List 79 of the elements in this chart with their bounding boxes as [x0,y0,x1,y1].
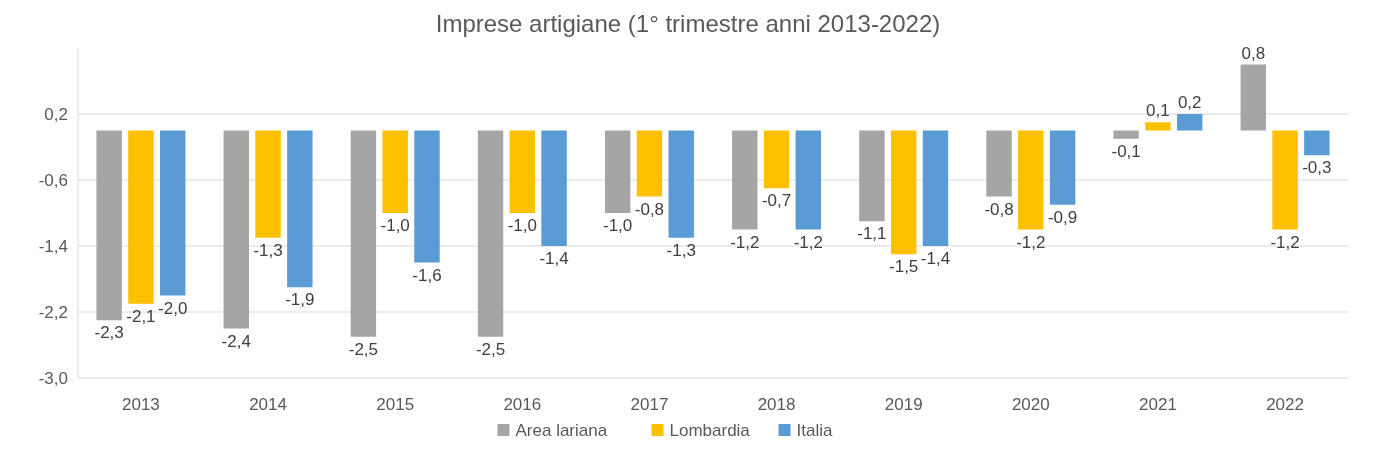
bar [668,130,694,238]
data-label: -0,3 [1302,158,1332,178]
y-tick-label: -2,2 [38,303,68,322]
data-label: 0,8 [1241,43,1266,63]
x-tick-label: 2014 [249,395,287,414]
bar [604,130,631,213]
data-label: -1,2 [1016,232,1046,252]
data-label: -0,7 [761,191,792,211]
bar [1113,130,1139,139]
data-label: -2,1 [126,306,156,326]
bar [477,130,504,337]
bar [1018,130,1044,230]
data-label: -1,2 [730,232,760,252]
legend-label: Lombardia [669,421,751,440]
x-tick-label: 2018 [757,395,796,414]
data-label: -2,4 [221,331,251,351]
bar [414,130,440,263]
x-tick-label: 2020 [1011,395,1050,414]
legend-label: Area lariana [515,421,608,440]
data-label: -0,1 [1111,141,1141,161]
data-label: -1,0 [380,216,410,235]
chart-title: Imprese artigiane (1° trimestre anni 2013-2022) [435,10,941,37]
legend-label: Italia [796,421,833,440]
y-tick-label: -3,0 [38,369,68,388]
bar [255,130,281,238]
data-label: -1,3 [253,240,283,260]
data-label: -1,5 [889,257,919,277]
bar [1177,114,1203,131]
bar [763,130,790,189]
data-label: -1,2 [793,232,823,252]
bar [96,130,122,321]
data-label: -1,0 [507,216,537,235]
x-tick-label: 2016 [503,395,542,414]
data-label: -0,8 [984,199,1014,219]
bar [636,130,663,197]
bar [1240,64,1267,131]
data-label: -2,3 [94,323,124,343]
bar [1304,130,1330,156]
data-label: -1,6 [412,265,442,285]
x-tick-label: 2021 [1139,395,1177,414]
bar [986,130,1012,197]
data-label: -2,5 [475,339,506,359]
y-tick-label: -0,6 [38,171,68,190]
bar [128,130,154,304]
bar [160,130,186,296]
bar [287,130,313,288]
x-tick-label: 2017 [630,395,669,414]
bar [732,130,758,230]
data-label: -1,4 [539,249,569,268]
data-label: 0,1 [1146,101,1170,121]
bar [223,130,249,329]
data-label: -1,1 [857,224,887,244]
data-label: -1,2 [1270,232,1300,252]
data-label: -1,3 [666,240,696,260]
data-label: -1,0 [603,216,633,235]
bar [350,130,377,337]
bar [795,130,822,230]
data-label: -0,9 [1047,207,1078,227]
bar [541,130,567,246]
x-tick-label: 2022 [1266,395,1304,414]
y-tick-label: -1,4 [38,237,68,256]
x-tick-label: 2015 [376,395,415,414]
data-label: -1,4 [920,249,951,268]
bar [859,130,885,222]
x-tick-label: 2019 [884,395,923,414]
bar [1272,130,1298,230]
bar [922,130,949,246]
data-label: -2,5 [348,339,379,359]
bar [1049,130,1076,205]
data-label: 0,2 [1177,93,1202,112]
data-label: -1,9 [285,290,315,310]
bar [890,130,917,255]
data-label: -2,0 [158,298,188,318]
bar [509,130,536,213]
x-tick-label: 2013 [122,395,160,414]
bar [382,130,408,213]
data-label: -0,8 [634,199,665,219]
y-tick-label: 0,2 [44,105,68,124]
bar [1145,122,1171,131]
